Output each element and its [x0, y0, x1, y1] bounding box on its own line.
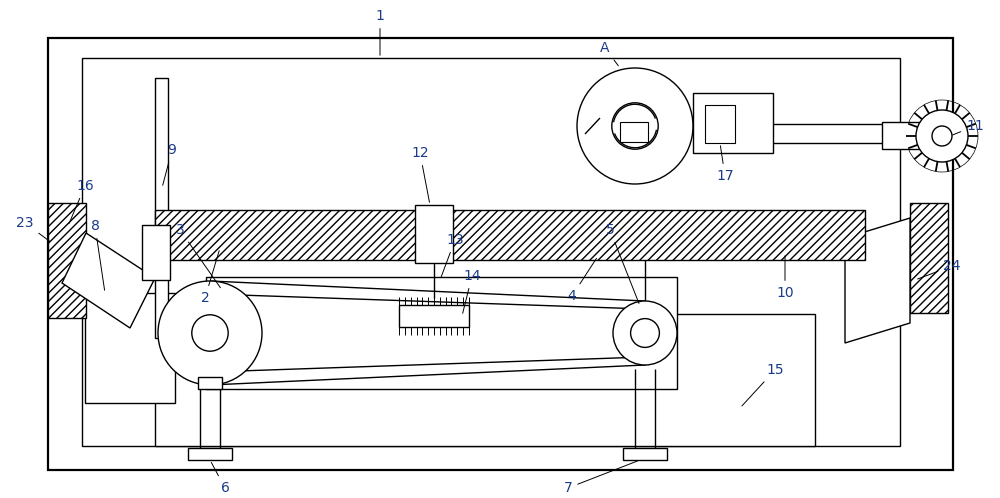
Text: 3: 3: [176, 223, 220, 288]
Circle shape: [613, 301, 677, 365]
Text: 17: 17: [716, 146, 734, 183]
Bar: [155, 314, 815, 446]
Circle shape: [612, 103, 658, 149]
Bar: [910, 203, 948, 313]
Bar: [188, 448, 232, 460]
Bar: [155, 78, 168, 338]
Polygon shape: [62, 233, 155, 328]
Bar: [705, 105, 735, 143]
Bar: [48, 38, 953, 470]
Bar: [85, 293, 175, 403]
Bar: [198, 377, 222, 389]
Circle shape: [916, 110, 968, 162]
Text: A: A: [600, 41, 618, 66]
Text: 13: 13: [441, 233, 464, 277]
Circle shape: [192, 315, 228, 351]
Text: 10: 10: [776, 256, 794, 300]
Text: 7: 7: [564, 461, 637, 495]
Bar: [206, 277, 677, 389]
Text: 6: 6: [211, 463, 229, 495]
Bar: [155, 210, 865, 260]
Bar: [82, 58, 900, 446]
Text: 11: 11: [953, 119, 984, 135]
Circle shape: [932, 126, 952, 146]
Text: 14: 14: [463, 269, 481, 313]
Text: 12: 12: [411, 146, 429, 202]
Circle shape: [577, 68, 693, 184]
Text: 2: 2: [201, 250, 219, 305]
Text: 1: 1: [376, 9, 384, 55]
Bar: [620, 122, 648, 142]
Bar: [623, 448, 667, 460]
Bar: [142, 225, 170, 280]
Text: 4: 4: [568, 258, 596, 303]
Text: 8: 8: [91, 219, 105, 290]
Text: 24: 24: [918, 259, 961, 279]
Bar: [399, 305, 469, 327]
Text: 5: 5: [606, 223, 639, 303]
Bar: [48, 203, 86, 318]
Bar: [415, 205, 453, 263]
Text: 23: 23: [16, 216, 50, 242]
Circle shape: [158, 281, 262, 385]
Text: 15: 15: [742, 363, 784, 406]
Bar: [882, 122, 947, 149]
Bar: [693, 93, 773, 153]
Text: 9: 9: [163, 143, 176, 185]
Polygon shape: [845, 218, 910, 343]
Text: 16: 16: [69, 179, 94, 224]
Circle shape: [631, 319, 659, 348]
